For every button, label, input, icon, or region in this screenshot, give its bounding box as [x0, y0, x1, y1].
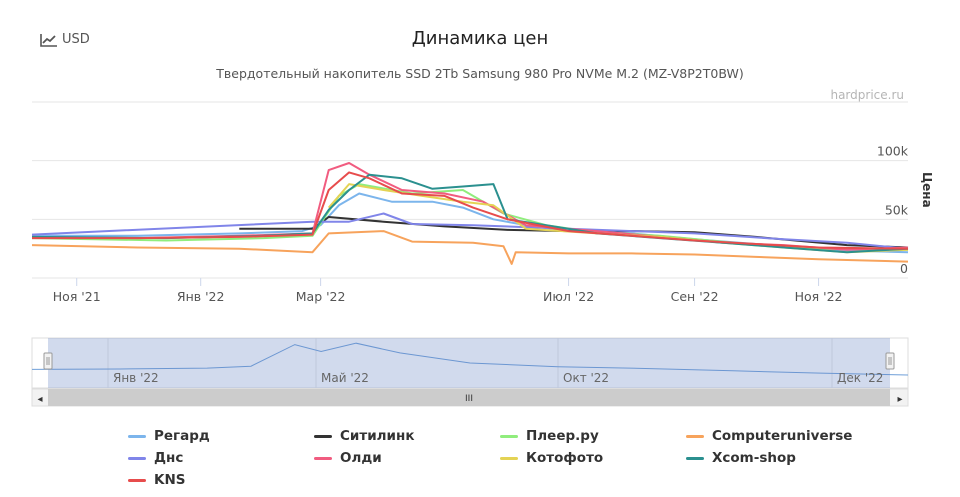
legend-label: Днс — [154, 450, 184, 466]
navigator-left-handle[interactable] — [43, 352, 53, 370]
y-tick-label: 100k — [877, 144, 909, 159]
series-line-Computeruniverse[interactable] — [31, 230, 909, 265]
scrollbar-right-arrow-icon[interactable]: ▸ — [897, 394, 902, 405]
navigator-label: Окт '22 — [563, 371, 609, 385]
legend-item[interactable]: Регард — [128, 428, 210, 444]
navigator-selected-range[interactable] — [48, 338, 890, 388]
currency-toggle-button[interactable]: USD — [40, 32, 90, 47]
series-line-KNS[interactable] — [32, 171, 909, 250]
x-tick-label: Янв '22 — [177, 289, 225, 304]
scrollbar-thumb[interactable] — [48, 389, 890, 406]
legend-item[interactable]: Ситилинк — [314, 428, 415, 444]
chart-title: Динамика цен — [411, 28, 549, 49]
legend-label: Плеер.ру — [526, 428, 599, 444]
legend-swatch — [686, 456, 704, 460]
x-tick-label: Ноя '21 — [53, 289, 101, 304]
y-tick-label: 50k — [885, 202, 909, 217]
navigator-label: Дек '22 — [837, 371, 883, 385]
legend-swatch — [314, 456, 332, 460]
x-tick-label: Сен '22 — [671, 289, 719, 304]
legend-swatch — [500, 434, 518, 438]
legend-item[interactable]: Котофото — [500, 450, 603, 466]
navigator-series-line — [31, 342, 909, 376]
chart-subtitle: Твердотельный накопитель SSD 2Tb Samsung… — [216, 66, 744, 81]
range-navigator[interactable]: Янв '22 Май '22 Окт '22 Дек '22 ◂ ▸ III — [0, 330, 960, 410]
chart-credit: hardprice.ru — [830, 88, 904, 102]
legend-swatch — [314, 434, 332, 438]
series-line-Плеер.ру[interactable] — [31, 183, 909, 251]
legend-label: Регард — [154, 428, 210, 444]
legend-label: Котофото — [526, 450, 604, 466]
navigator-gridlines — [107, 338, 833, 388]
x-tick-label: Мар '22 — [296, 289, 346, 304]
legend-label: Олди — [340, 450, 382, 466]
y-axis-ticks: 0 50k 100k — [877, 144, 909, 276]
legend-label: Computeruniverse — [712, 428, 853, 444]
legend-swatch — [128, 434, 146, 438]
navigator-labels: Янв '22 Май '22 Окт '22 Дек '22 — [113, 371, 883, 385]
chart-grid — [32, 101, 908, 279]
chart-series — [31, 162, 909, 265]
legend-swatch — [686, 434, 704, 438]
legend-item[interactable]: Олди — [314, 450, 382, 466]
currency-label: USD — [62, 32, 90, 47]
series-line-Днс[interactable] — [31, 212, 909, 250]
legend-item[interactable]: KNS — [128, 472, 185, 488]
legend-item[interactable]: Xcom-shop — [686, 450, 796, 466]
legend-item[interactable]: Плеер.ру — [500, 428, 599, 444]
legend-swatch — [500, 456, 518, 460]
chart-line-icon — [40, 33, 57, 47]
legend-label: Xcom-shop — [712, 450, 796, 466]
navigator-label: Янв '22 — [113, 371, 159, 385]
x-axis-ticks: Ноя '21 Янв '22 Мар '22 Июл '22 Сен '22 Ноя '… — [53, 278, 843, 304]
scrollbar-grip-icon[interactable]: III — [465, 394, 473, 404]
legend-swatch — [128, 456, 146, 460]
legend-label: KNS — [154, 472, 186, 488]
y-tick-label: 0 — [900, 261, 908, 276]
x-tick-label: Ноя '22 — [795, 289, 843, 304]
legend-label: Ситилинк — [340, 428, 415, 444]
legend-item[interactable]: Днс — [128, 450, 183, 466]
scrollbar-left-arrow-icon[interactable]: ◂ — [37, 394, 42, 405]
legend-swatch — [128, 478, 146, 482]
navigator-right-handle[interactable] — [885, 352, 895, 370]
price-chart: 0 50k 100k Ноя '21 Янв '22 Мар '22 Июл '22 Сен… — [31, 101, 909, 304]
legend-item[interactable]: Computeruniverse — [686, 428, 852, 444]
x-tick-label: Июл '22 — [543, 289, 594, 304]
navigator-label: Май '22 — [321, 371, 369, 385]
